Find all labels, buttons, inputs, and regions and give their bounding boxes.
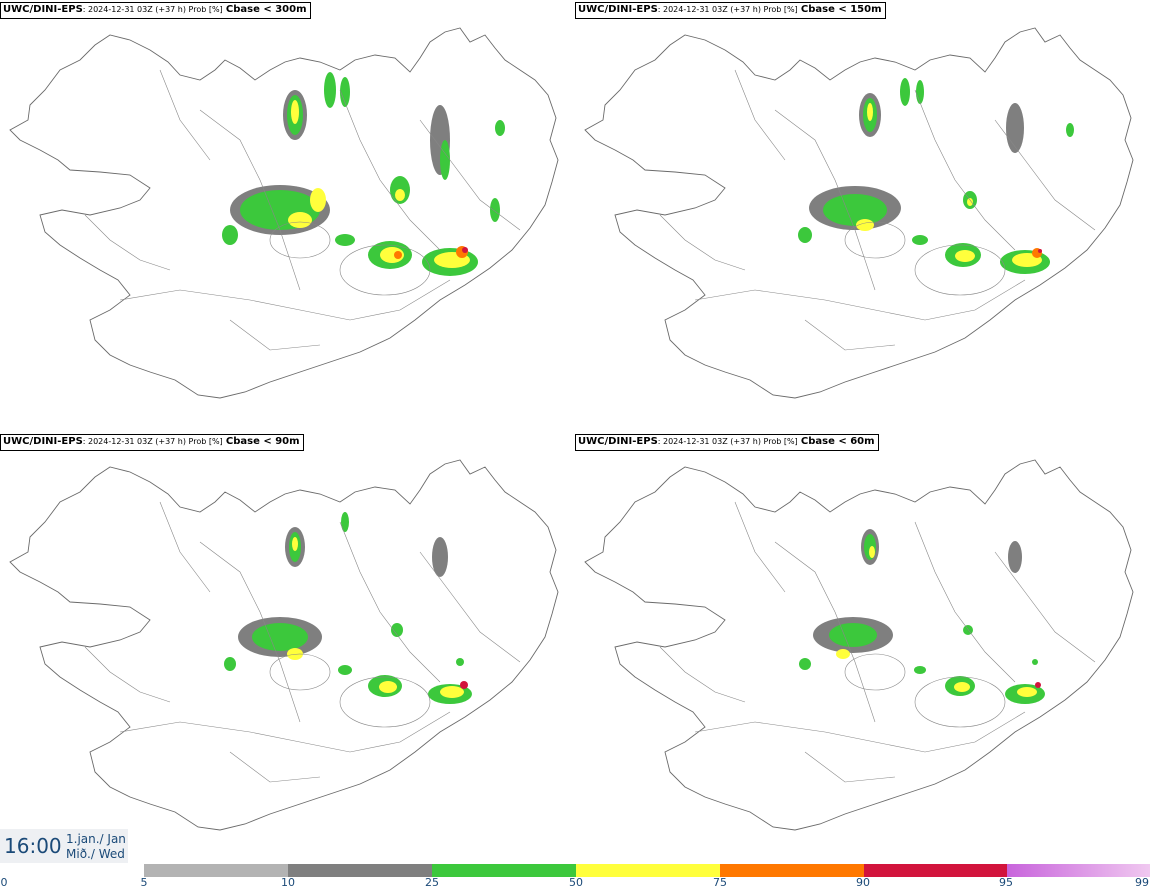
model-name: UWC/DINI-EPS: [3, 4, 83, 15]
model-name: UWC/DINI-EPS: [578, 4, 658, 15]
legend-label-50: 50: [569, 876, 583, 889]
threshold-label: Cbase < 300m: [225, 4, 307, 15]
legend-label-5: 5: [140, 876, 148, 889]
legend-label-90: 90: [856, 876, 870, 889]
legend-segment-10-25: [288, 864, 432, 877]
iceland-map: [584, 27, 1134, 399]
model-name: UWC/DINI-EPS: [578, 436, 658, 447]
valid-date-line2: Mið./ Wed: [66, 847, 125, 861]
threshold-label: Cbase < 150m: [800, 4, 882, 15]
map-panel-cbase-150m: UWC/DINI-EPS: 2024-12-31 03Z (+37 h) Pro…: [575, 0, 1150, 430]
valid-time-box: 16:00 1.jan./ Jan Mið./ Wed: [0, 829, 128, 863]
run-info: : 2024-12-31 03Z (+37 h) Prob [%]: [82, 5, 223, 14]
legend-label-0: 0: [0, 876, 8, 889]
panel-title: UWC/DINI-EPS: 2024-12-31 03Z (+37 h) Pro…: [0, 434, 304, 451]
map-panel-cbase-90m: UWC/DINI-EPS: 2024-12-31 03Z (+37 h) Pro…: [0, 432, 575, 862]
legend-label-99: 99: [1135, 876, 1149, 889]
run-info: : 2024-12-31 03Z (+37 h) Prob [%]: [657, 437, 798, 446]
threshold-label: Cbase < 90m: [225, 436, 300, 447]
model-name: UWC/DINI-EPS: [3, 436, 83, 447]
iceland-map: [584, 459, 1134, 831]
run-info: : 2024-12-31 03Z (+37 h) Prob [%]: [82, 437, 223, 446]
legend-segment-5-10: [144, 864, 288, 877]
panel-title: UWC/DINI-EPS: 2024-12-31 03Z (+37 h) Pro…: [575, 434, 879, 451]
panel-title: UWC/DINI-EPS: 2024-12-31 03Z (+37 h) Pro…: [575, 2, 886, 19]
legend-segment-50-75: [576, 864, 720, 877]
legend-label-10: 10: [281, 876, 295, 889]
valid-date-line1: 1.jan./ Jan: [66, 832, 126, 846]
threshold-label: Cbase < 60m: [800, 436, 875, 447]
color-legend: [144, 864, 1150, 878]
panel-title: UWC/DINI-EPS: 2024-12-31 03Z (+37 h) Pro…: [0, 2, 311, 19]
iceland-map: [9, 459, 559, 831]
run-info: : 2024-12-31 03Z (+37 h) Prob [%]: [657, 5, 798, 14]
map-panel-cbase-300m: UWC/DINI-EPS: 2024-12-31 03Z (+37 h) Pro…: [0, 0, 575, 430]
legend-segment-90-95: [864, 864, 1007, 877]
legend-label-25: 25: [425, 876, 439, 889]
legend-label-95: 95: [999, 876, 1013, 889]
legend-segment-75-90: [720, 864, 864, 877]
map-panel-cbase-60m: UWC/DINI-EPS: 2024-12-31 03Z (+37 h) Pro…: [575, 432, 1150, 862]
legend-segment-95-99: [1007, 864, 1150, 877]
iceland-map: [9, 27, 559, 399]
valid-time: 16:00: [4, 834, 62, 858]
legend-label-75: 75: [713, 876, 727, 889]
legend-segment-25-50: [432, 864, 576, 877]
